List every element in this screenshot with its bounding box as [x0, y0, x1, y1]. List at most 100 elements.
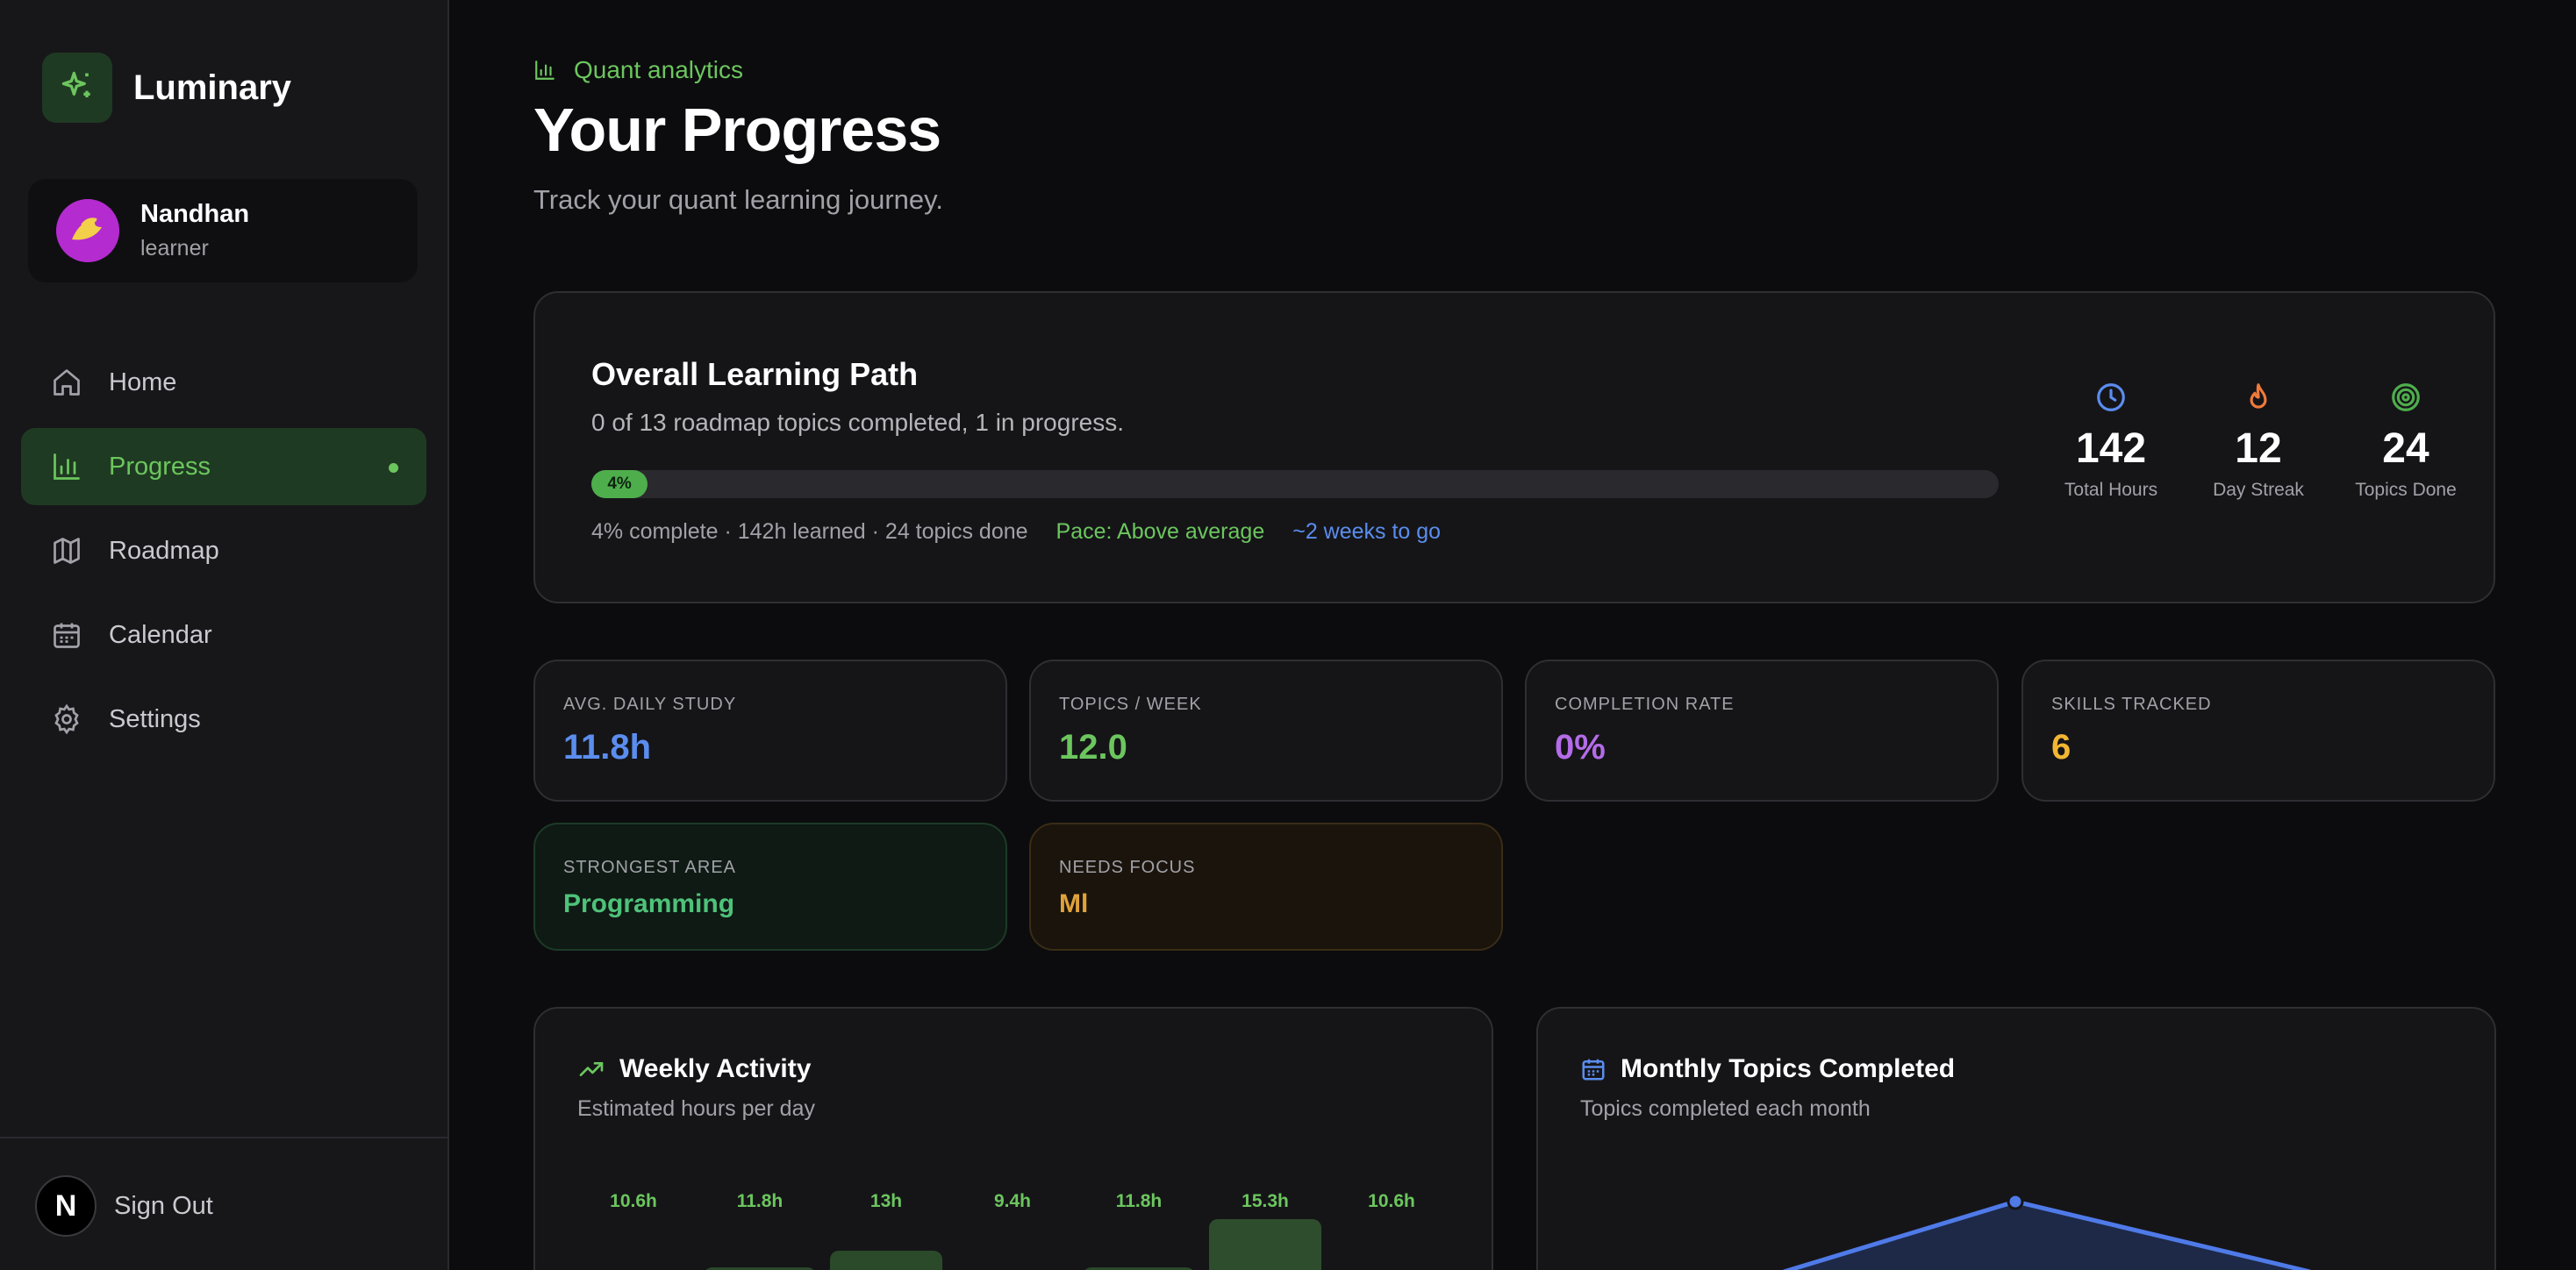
map-icon: [49, 533, 84, 568]
sidebar-item-settings[interactable]: Settings: [21, 681, 426, 758]
n-logo-icon: N: [35, 1175, 97, 1237]
kpi-value: Ml: [1059, 889, 1089, 918]
sidebar-item-label: Roadmap: [109, 536, 219, 565]
eyebrow-label: Quant analytics: [574, 56, 743, 83]
page-title: Your Progress: [533, 96, 941, 164]
weekly-bar[interactable]: [1083, 1266, 1195, 1270]
sidebar-item-roadmap[interactable]: Roadmap: [21, 512, 426, 589]
weekly-bar-label: 9.4h: [993, 1191, 1032, 1211]
learning-path-card: Overall Learning Path 0 of 13 roadmap to…: [533, 291, 2495, 603]
trending-up-icon: [579, 1062, 604, 1076]
stat-label: Topics Done: [2355, 480, 2457, 500]
progress-bar: 4%: [591, 470, 1999, 498]
home-icon: [49, 365, 84, 400]
eta-status: ~2 weeks to go: [1292, 519, 1442, 544]
weekly-bar-label: 10.6h: [1368, 1191, 1415, 1211]
kpi-label: Topics / Week: [1059, 695, 1202, 714]
monthly-topics-chart: [1783, 1193, 2311, 1270]
summary-stats: 142 Total Hours 12 Day Streak 24 Topics …: [2037, 381, 2479, 501]
progress-bar-fill: 4%: [591, 470, 648, 498]
avatar: [56, 199, 119, 262]
kpi-label: Strongest Area: [563, 858, 737, 877]
weekly-activity-card: Weekly Activity Estimated hours per day …: [533, 1007, 1493, 1270]
stat-topics-done: 24 Topics Done: [2332, 381, 2479, 501]
kpi-value: 11.8h: [563, 728, 652, 767]
weekly-bar-label: 13h: [869, 1191, 903, 1211]
weekly-bar[interactable]: [830, 1251, 942, 1270]
kpi-topics-per-week: Topics / Week 12.0: [1029, 660, 1503, 802]
sign-out-label: Sign Out: [114, 1191, 213, 1220]
active-indicator: [389, 463, 398, 473]
sparkle-icon: [42, 53, 112, 123]
weekly-activity-subtitle: Estimated hours per day: [577, 1096, 815, 1121]
weekly-bar-label: 11.8h: [1115, 1191, 1163, 1211]
monthly-point[interactable]: [2007, 1193, 2024, 1210]
user-role: learner: [140, 236, 209, 260]
strongest-area-card: Strongest Area Programming: [533, 823, 1007, 951]
learning-path-footer: 4% complete · 142h learned · 24 topics d…: [591, 519, 1441, 545]
kpi-skills-tracked: Skills Tracked 6: [2021, 660, 2495, 802]
kpi-label: Avg. Daily Study: [563, 695, 737, 714]
sidebar-nav: Home Progress Roadmap Calendar: [21, 344, 426, 765]
sidebar-item-label: Settings: [109, 704, 201, 733]
weekly-bar-label: 10.6h: [610, 1191, 657, 1211]
sidebar: Luminary Nandhan learner Home: [0, 0, 449, 1270]
kpi-completion-rate: Completion Rate 0%: [1525, 660, 1999, 802]
weekly-bar[interactable]: [1209, 1219, 1321, 1270]
kpi-label: Needs Focus: [1059, 858, 1196, 877]
stat-value: 24: [2382, 425, 2429, 472]
target-icon: [2392, 383, 2420, 411]
user-info: Nandhan learner: [140, 200, 249, 261]
gear-icon: [49, 702, 84, 737]
user-name: Nandhan: [140, 200, 250, 228]
kpi-avg-daily-study: Avg. Daily Study 11.8h: [533, 660, 1007, 802]
pace-status: Pace: Above average: [1055, 519, 1265, 544]
weekly-activity-title: Weekly Activity: [619, 1054, 812, 1083]
weekly-bar[interactable]: [704, 1266, 816, 1270]
weekly-activity-header: Weekly Activity: [577, 1054, 811, 1084]
sidebar-item-calendar[interactable]: Calendar: [21, 596, 426, 674]
sidebar-footer: N Sign Out: [0, 1137, 447, 1270]
weekly-bar-label: 15.3h: [1241, 1191, 1289, 1211]
needs-focus-card: Needs Focus Ml: [1029, 823, 1503, 951]
monthly-topics-card: Monthly Topics Completed Topics complete…: [1536, 1007, 2496, 1270]
user-card[interactable]: Nandhan learner: [28, 179, 418, 282]
stat-total-hours: 142 Total Hours: [2037, 381, 2185, 501]
bar-chart-icon: [535, 61, 555, 80]
bar-chart-icon: [49, 449, 84, 484]
kpi-value: 6: [2051, 728, 2072, 767]
brand[interactable]: Luminary: [42, 53, 291, 123]
sign-out-button[interactable]: N Sign Out: [35, 1175, 213, 1237]
sidebar-item-progress[interactable]: Progress: [21, 428, 426, 505]
learning-path-subtitle: 0 of 13 roadmap topics completed, 1 in p…: [591, 409, 1125, 436]
learning-path-title: Overall Learning Path: [591, 356, 919, 392]
stat-label: Day Streak: [2213, 480, 2304, 500]
sidebar-item-label: Progress: [109, 452, 211, 481]
sidebar-item-home[interactable]: Home: [21, 344, 426, 421]
page-subtitle: Track your quant learning journey.: [533, 184, 943, 215]
calendar-icon: [49, 617, 84, 653]
stat-value: 142: [2075, 425, 2147, 472]
kpi-value: 0%: [1555, 728, 1606, 767]
clock-icon: [2097, 383, 2125, 411]
monthly-topics-subtitle: Topics completed each month: [1580, 1096, 1871, 1121]
sidebar-item-label: Home: [109, 367, 177, 396]
stat-value: 12: [2235, 425, 2282, 472]
kpi-label: Completion Rate: [1555, 695, 1735, 714]
stat-label: Total Hours: [2064, 480, 2158, 500]
kpi-value: 12.0: [1059, 728, 1127, 767]
kpi-label: Skills Tracked: [2051, 695, 2212, 714]
kpi-value: Programming: [563, 889, 735, 918]
sidebar-item-label: Calendar: [109, 620, 212, 649]
monthly-area: [1789, 1202, 2303, 1270]
weekly-bar-label: 11.8h: [736, 1191, 784, 1211]
flame-icon: [2250, 383, 2267, 409]
stat-day-streak: 12 Day Streak: [2185, 381, 2332, 501]
monthly-topics-title: Monthly Topics Completed: [1621, 1054, 1956, 1083]
brand-name: Luminary: [133, 68, 292, 107]
calendar-icon: [1582, 1059, 1605, 1081]
eyebrow: Quant analytics: [533, 56, 743, 84]
progress-summary: 4% complete · 142h learned · 24 topics d…: [591, 519, 1028, 544]
monthly-topics-header: Monthly Topics Completed: [1580, 1054, 1955, 1084]
